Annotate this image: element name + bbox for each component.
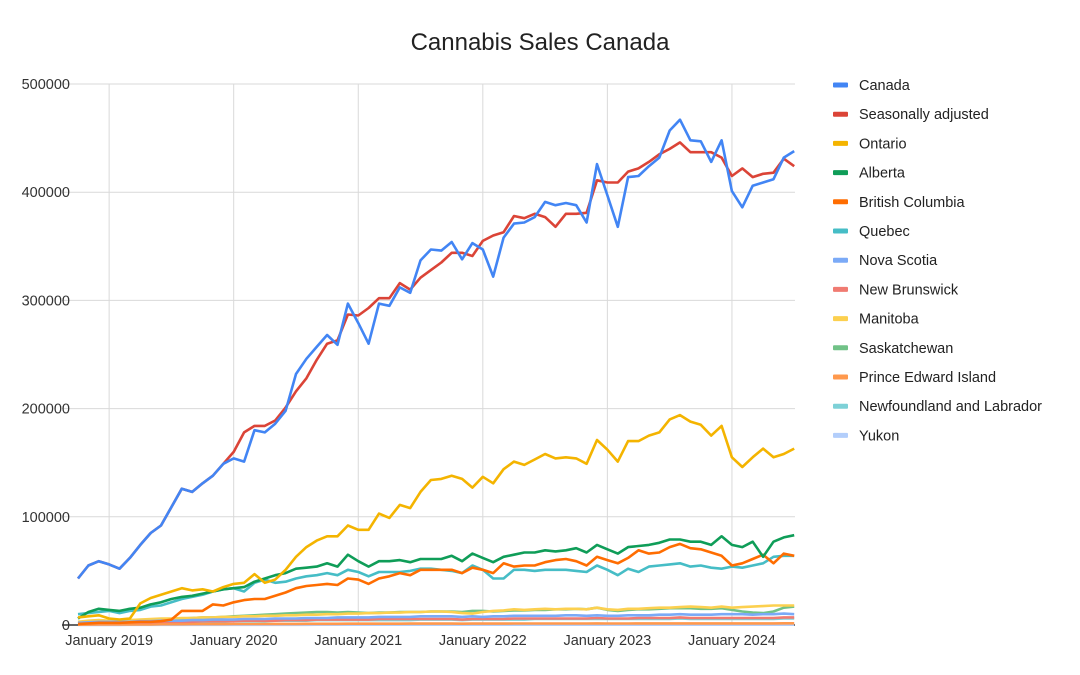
legend-label: Yukon <box>859 428 899 444</box>
legend-label: Quebec <box>859 224 910 240</box>
y-tick-label: 300000 <box>22 293 70 309</box>
series-line-nova-scotia <box>77 612 795 625</box>
legend: Canada Seasonally adjusted Ontario Alberta B… <box>833 78 1042 444</box>
legend-label: Seasonally adjusted <box>859 107 989 123</box>
legend-label: Manitoba <box>859 312 920 328</box>
legend-item[interactable]: British Columbia <box>833 195 965 211</box>
legend-swatch <box>833 316 848 322</box>
y-axis-ticks: 0 100000 200000 300000 400000 500000 <box>22 77 70 634</box>
legend-swatch <box>833 140 848 146</box>
x-tick-label: January 2021 <box>314 633 402 649</box>
y-tick-label: 500000 <box>22 77 70 93</box>
series-line-prince-edward-island <box>77 621 795 626</box>
legend-label: Alberta <box>859 166 906 182</box>
legend-swatch <box>833 286 848 292</box>
legend-swatch <box>833 228 848 234</box>
legend-swatch <box>833 403 848 409</box>
legend-swatch <box>833 432 848 438</box>
legend-item[interactable]: New Brunswick <box>833 282 959 298</box>
series-line-quebec <box>77 554 795 616</box>
x-tick-label: January 2023 <box>563 633 651 649</box>
legend-label: Newfoundland and Labrador <box>859 399 1042 415</box>
legend-swatch <box>833 374 848 380</box>
legend-label: Canada <box>859 78 911 94</box>
series-line-british-columbia <box>77 542 795 626</box>
y-tick-label: 0 <box>62 618 70 634</box>
legend-item[interactable]: Seasonally adjusted <box>833 107 989 123</box>
legend-swatch <box>833 199 848 205</box>
x-tick-label: January 2022 <box>439 633 527 649</box>
chart-title: Cannabis Sales Canada <box>411 29 670 56</box>
legend-item[interactable]: Ontario <box>833 136 907 152</box>
legend-item[interactable]: Yukon <box>833 428 899 444</box>
legend-item[interactable]: Canada <box>833 78 911 94</box>
legend-swatch <box>833 170 848 176</box>
series-line-manitoba <box>77 604 795 624</box>
series-line-canada <box>76 118 795 580</box>
series-lines <box>76 118 795 627</box>
legend-label: Saskatchewan <box>859 341 953 357</box>
gridlines <box>62 83 795 626</box>
x-tick-label: January 2019 <box>65 633 153 649</box>
legend-label: British Columbia <box>859 195 965 211</box>
legend-item[interactable]: Newfoundland and Labrador <box>833 399 1042 415</box>
legend-item[interactable]: Saskatchewan <box>833 341 953 357</box>
legend-swatch <box>833 345 848 351</box>
legend-label: Prince Edward Island <box>859 370 996 386</box>
series-line-ontario <box>77 413 795 621</box>
legend-item[interactable]: Alberta <box>833 166 906 182</box>
legend-label: Ontario <box>859 136 907 152</box>
series-line-alberta <box>77 533 795 620</box>
legend-label: Nova Scotia <box>859 253 938 269</box>
legend-item[interactable]: Nova Scotia <box>833 253 938 269</box>
legend-swatch <box>833 111 848 117</box>
legend-swatch <box>833 82 848 88</box>
legend-label: New Brunswick <box>859 282 959 298</box>
x-axis-ticks: January 2019 January 2020 January 2021 Janu… <box>65 633 776 649</box>
legend-swatch <box>833 257 848 263</box>
legend-item[interactable]: Quebec <box>833 224 910 240</box>
y-tick-label: 400000 <box>22 185 70 201</box>
legend-item[interactable]: Prince Edward Island <box>833 370 996 386</box>
x-tick-label: January 2024 <box>688 633 776 649</box>
y-tick-label: 200000 <box>22 402 70 418</box>
series-line-new-brunswick <box>77 616 795 625</box>
y-tick-label: 100000 <box>22 510 70 526</box>
legend-item[interactable]: Manitoba <box>833 312 920 328</box>
x-tick-label: January 2020 <box>190 633 278 649</box>
series-line-seasonally-adjusted <box>76 141 795 580</box>
